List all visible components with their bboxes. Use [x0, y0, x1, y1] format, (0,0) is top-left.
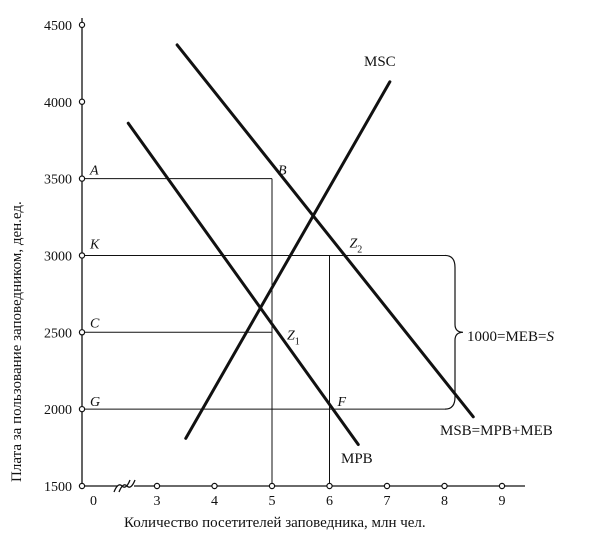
x-tick-mark — [211, 482, 218, 490]
y-tick-label: 1500 — [44, 480, 72, 495]
x-tick-label: 8 — [441, 494, 448, 509]
x-tick-mark — [153, 482, 161, 490]
x-tick-label: 6 — [326, 494, 333, 509]
y-tick-mark — [78, 482, 86, 490]
brace — [444, 254, 464, 410]
mpb-curve — [126, 121, 360, 447]
axes — [78, 18, 525, 493]
y-tick-label: 4000 — [44, 96, 72, 111]
point-label-c: C — [90, 316, 100, 331]
series-label-mpb: MPB — [341, 451, 373, 467]
x-tick-mark — [268, 482, 276, 490]
x-tick-label: 9 — [499, 494, 506, 509]
curly-brace — [444, 254, 464, 410]
msc-curve — [184, 80, 392, 440]
x-tick-label: 7 — [384, 494, 391, 509]
x-tick-mark — [498, 482, 506, 490]
x-tick-label: 5 — [269, 494, 276, 509]
y-tick-label: 3500 — [44, 173, 72, 188]
point-labels: A B K Z2 C Z1 G F — [89, 164, 362, 411]
x-tick-label: 3 — [154, 494, 161, 509]
curves — [126, 43, 475, 447]
x-tick-mark — [441, 482, 448, 490]
y-tick-mark — [78, 175, 86, 182]
x-tick-mark — [326, 482, 333, 490]
y-tick-label: 4500 — [44, 19, 72, 34]
point-label-z1: Z1 — [287, 328, 300, 347]
y-tick-label: 2000 — [44, 403, 72, 418]
series-label-msb: MSB=MPB+MEB — [440, 423, 553, 439]
y-tick-mark — [78, 329, 86, 336]
y-tick-label: 3000 — [44, 249, 72, 264]
x-tick-mark — [383, 482, 391, 490]
brace-annotation: 1000=MEB=S — [467, 329, 554, 345]
point-label-k: K — [89, 237, 100, 252]
point-label-b: B — [278, 164, 287, 179]
point-label-z2: Z2 — [350, 236, 363, 255]
y-tick-mark — [78, 405, 86, 413]
guide-lines — [82, 178, 445, 486]
tick-labels: 1500 2000 2500 3000 3500 4000 4500 0 3 4 5 6 7 8 9 — [44, 19, 506, 509]
axis-break-mark — [113, 479, 136, 493]
point-label-f: F — [337, 395, 347, 410]
x-tick-label: 0 — [90, 494, 97, 509]
msb-curve — [175, 43, 475, 419]
y-tick-mark — [78, 98, 86, 105]
x-axis-label: Количество посетителей заповедника, млн … — [124, 515, 426, 531]
y-axis-label: Плата за пользование заповедником, ден.е… — [9, 201, 25, 482]
point-label-g: G — [90, 395, 100, 410]
y-tick-mark — [78, 21, 86, 29]
y-tick-label: 2500 — [44, 326, 72, 341]
series-label-msc: MSC — [364, 54, 396, 70]
point-label-a: A — [89, 164, 99, 179]
y-tick-mark — [78, 252, 86, 259]
x-tick-label: 4 — [211, 494, 218, 509]
